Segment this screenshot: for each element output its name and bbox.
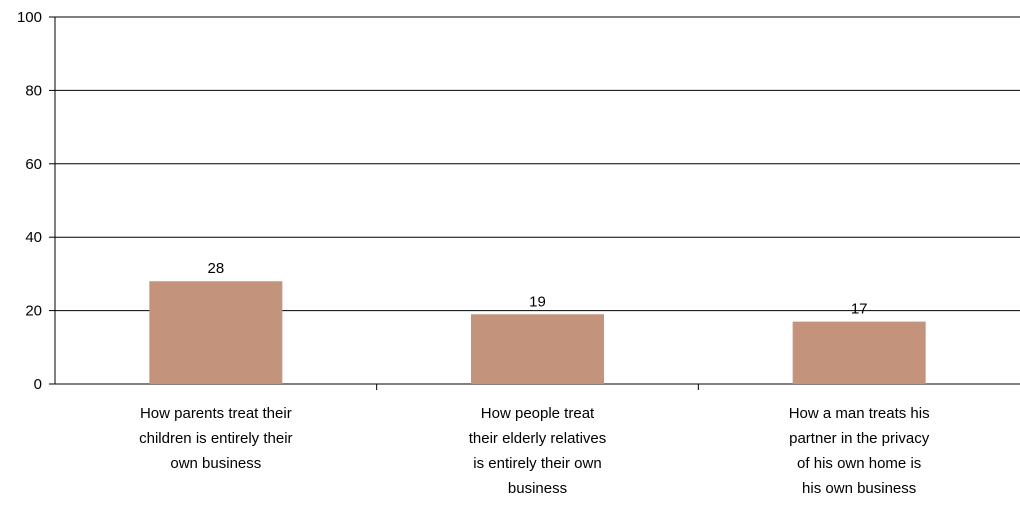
category-label-line: own business	[170, 455, 261, 472]
category-labels: How parents treat their children is entir…	[139, 405, 930, 497]
category-label-line: How parents treat their	[140, 405, 292, 422]
data-labels: 28 19 17	[207, 260, 867, 317]
category-label-line: their elderly relatives	[469, 430, 607, 447]
y-tick-label: 20	[25, 303, 42, 320]
bar	[792, 321, 926, 384]
category-label-line: is entirely their own	[473, 455, 601, 472]
bars	[149, 281, 926, 384]
data-label: 17	[851, 301, 868, 318]
category-label: How parents treat their children is entir…	[139, 405, 292, 472]
bar	[149, 281, 283, 384]
category-label-line: partner in the privacy	[789, 430, 930, 447]
y-tick-label: 0	[34, 376, 42, 393]
category-label-line: How people treat	[481, 405, 595, 422]
data-label: 19	[529, 293, 546, 310]
y-axis-ticks: 0 20 40 60 80 100	[17, 9, 55, 393]
category-label-line: How a man treats his	[789, 405, 930, 422]
y-tick-label: 80	[25, 82, 42, 99]
y-tick-label: 100	[17, 9, 42, 26]
category-label-line: children is entirely their	[139, 430, 292, 447]
y-tick-label: 40	[25, 229, 42, 246]
gridlines	[55, 16, 1020, 312]
y-tick-label: 60	[25, 156, 42, 173]
category-label-line: his own business	[802, 480, 916, 497]
data-label: 28	[207, 260, 224, 277]
bar	[471, 314, 604, 384]
category-label-line: business	[508, 480, 567, 497]
category-label-line: of his own home is	[797, 455, 921, 472]
category-label: How people treat their elderly relatives i…	[469, 405, 607, 497]
category-label: How a man treats his partner in the priva…	[789, 405, 930, 497]
